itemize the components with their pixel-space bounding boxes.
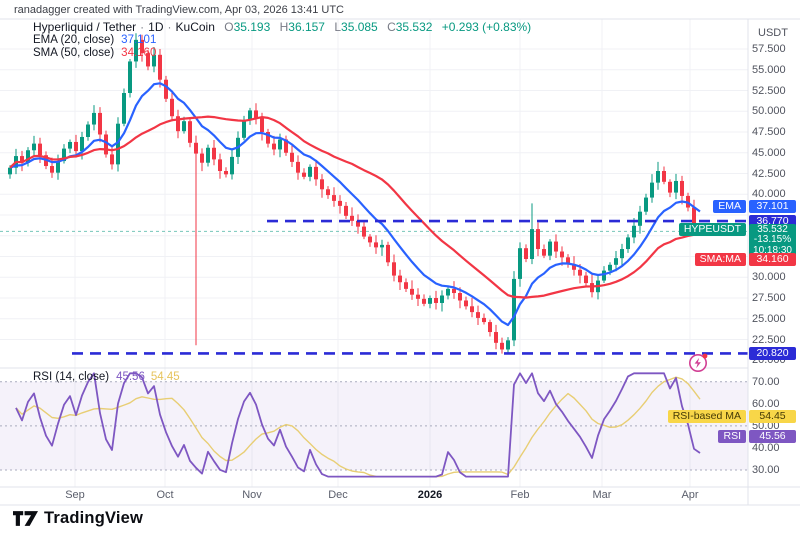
sma-indicator-legend[interactable]: SMA (50, close) 34.160 xyxy=(33,47,156,59)
rsi-axis-tag: RSI xyxy=(718,429,746,443)
price-tick: 47.500 xyxy=(752,126,786,138)
price-tick: 57.500 xyxy=(752,43,786,55)
interval-label[interactable]: 1D xyxy=(148,20,164,34)
rsi-tick: 50.00 xyxy=(752,419,780,432)
rsi-axis-value: 45.56 xyxy=(749,429,796,443)
open-value: 35.193 xyxy=(233,20,271,34)
time-tick: Feb xyxy=(510,489,530,501)
sma-axis-value: 34.160 xyxy=(749,252,796,266)
time-tick: Apr xyxy=(681,489,699,501)
low-label: L xyxy=(334,20,342,34)
close-label: C xyxy=(387,20,396,34)
last-price-value: 35.532 xyxy=(757,224,788,235)
legend-separator: · xyxy=(167,20,172,34)
open-label: O xyxy=(224,20,234,34)
price-tick: 52.500 xyxy=(752,84,786,97)
price-tick: 40.000 xyxy=(752,188,786,201)
rsi-ma-axis-value: 54.45 xyxy=(749,409,796,423)
high-label: H xyxy=(279,20,289,34)
rsi-ma-axis-tag: RSI-based MA xyxy=(667,409,746,423)
quote-currency-label: USDT xyxy=(758,27,788,39)
price-tick: 27.500 xyxy=(752,292,786,304)
tradingview-logo[interactable]: TradingView xyxy=(13,509,143,528)
ema-axis-tag: EMA xyxy=(713,200,746,213)
price-tick: 45.000 xyxy=(752,146,786,159)
price-tick: 22.500 xyxy=(752,333,786,346)
rsi-tick: 40.00 xyxy=(752,441,780,454)
exchange-label: KuCoin xyxy=(175,20,215,34)
symbol-axis-tag: HYPEUSDT xyxy=(678,222,746,236)
lower-ray-axis-value: 20.820 xyxy=(749,347,796,360)
tradingview-mark-icon xyxy=(13,511,38,526)
close-value: 35.532 xyxy=(395,20,433,34)
rsi-value: 45.56 xyxy=(116,371,145,383)
high-value: 36.157 xyxy=(288,20,325,34)
legend-separator: · xyxy=(140,20,145,34)
low-value: 35.085 xyxy=(341,20,378,34)
time-tick: Oct xyxy=(156,489,174,501)
rsi-tick: 70.00 xyxy=(752,375,780,388)
notification-dot-icon xyxy=(702,353,708,359)
ema-indicator-legend[interactable]: EMA (20, close) 37.101 xyxy=(33,34,156,46)
tradingview-logo-text: TradingView xyxy=(44,509,144,527)
rsi-ma-value: 54.45 xyxy=(150,371,180,383)
last-price-axis-pill: 35.532 -13.15% 10:18:30 xyxy=(749,224,796,258)
time-tick: Nov xyxy=(242,489,262,501)
time-tick: Mar xyxy=(592,489,612,501)
time-tick: Sep xyxy=(65,489,85,501)
rsi-label[interactable]: RSI (14, close) xyxy=(33,371,110,383)
rsi-tick: 60.00 xyxy=(752,397,780,410)
bar-countdown: 10:18:30 xyxy=(753,244,792,256)
lightning-bolt-icon xyxy=(694,357,701,369)
boost-flash-button[interactable] xyxy=(686,350,712,376)
price-tick: 30.000 xyxy=(752,271,786,284)
time-tick: Dec xyxy=(328,489,348,501)
sma-label[interactable]: SMA (50, close) xyxy=(33,47,115,59)
price-tick: 55.000 xyxy=(752,63,786,76)
price-tick: 42.500 xyxy=(752,167,786,180)
ema-value: 37.101 xyxy=(121,34,157,46)
sma-value: 34.160 xyxy=(121,47,157,59)
ema-label[interactable]: EMA (20, close) xyxy=(33,34,115,46)
ema-axis-value: 37.101 xyxy=(749,200,796,213)
price-tick: 50.000 xyxy=(752,105,786,118)
rsi-tick: 30.00 xyxy=(752,464,780,476)
price-tick: 25.000 xyxy=(752,312,786,325)
sma-axis-tag: SMA:MA xyxy=(694,252,746,266)
time-tick: 2026 xyxy=(417,489,443,501)
attribution-text: ranadagger created with TradingView.com,… xyxy=(14,4,344,16)
change-value: +0.293 (+0.83%) xyxy=(441,20,532,34)
rsi-indicator-legend[interactable]: RSI (14, close) 45.56 54.45 xyxy=(33,371,180,383)
symbol-pair[interactable]: Hyperliquid / Tether xyxy=(33,20,137,34)
symbol-legend[interactable]: Hyperliquid / Tether · 1D · KuCoin O35.193 H… xyxy=(33,20,531,34)
change-percent-value: -13.15% xyxy=(753,234,792,246)
